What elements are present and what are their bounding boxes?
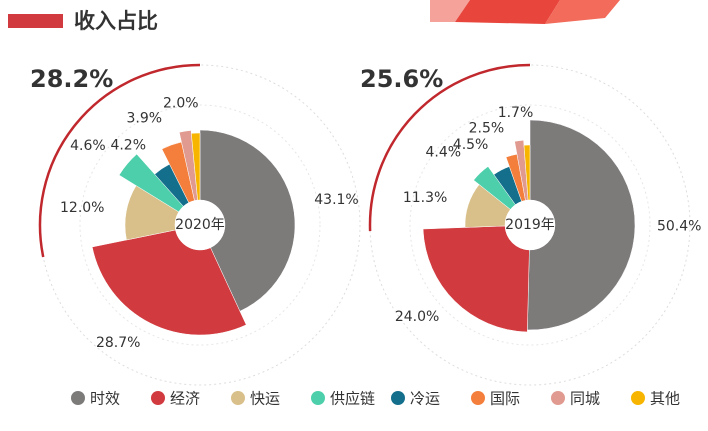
decoration [455, 0, 560, 24]
data-label: 12.0% [60, 200, 104, 216]
chart-title: 收入占比 [74, 9, 158, 33]
legend-label: 其他 [650, 390, 680, 408]
title-bar [8, 14, 63, 28]
legend-label: 冷运 [410, 390, 440, 408]
legend-label: 经济 [170, 390, 200, 408]
data-label: 4.2% [110, 138, 146, 154]
data-label: 2.0% [163, 96, 199, 112]
group-arc [368, 63, 531, 232]
decoration [430, 0, 470, 22]
legend-swatch [231, 391, 245, 405]
center-label: 2019年 [505, 217, 555, 233]
legend-swatch [551, 391, 565, 405]
legend-label: 同城 [570, 390, 600, 408]
data-label: 4.5% [453, 137, 489, 153]
center-hole [505, 200, 555, 250]
legend-label: 供应链 [330, 390, 375, 408]
data-label: 4.4% [426, 145, 462, 161]
data-label: 1.7% [498, 105, 534, 121]
group-label: 25.6% [360, 65, 443, 93]
data-label: 28.7% [96, 335, 140, 351]
decoration [545, 0, 620, 24]
group-arc [38, 63, 201, 258]
data-label: 50.4% [657, 219, 701, 235]
data-label: 11.3% [403, 190, 447, 206]
guide-circle [409, 104, 651, 346]
legend-swatch [71, 391, 85, 405]
guide-circle [39, 64, 361, 386]
legend-swatch [311, 391, 325, 405]
legend-swatch [151, 391, 165, 405]
center-hole [175, 200, 225, 250]
legend-swatch [391, 391, 405, 405]
legend-label: 国际 [490, 390, 520, 408]
guide-circle [79, 104, 321, 346]
data-label: 43.1% [314, 192, 358, 208]
data-label: 4.6% [70, 138, 106, 154]
guide-circle [369, 64, 691, 386]
legend-swatch [471, 391, 485, 405]
group-label: 28.2% [30, 65, 113, 93]
center-label: 2020年 [175, 217, 225, 233]
legend-label: 时效 [90, 390, 120, 408]
data-label: 3.9% [126, 111, 162, 127]
legend-label: 快运 [250, 390, 280, 408]
legend-swatch [631, 391, 645, 405]
data-label: 2.5% [469, 120, 505, 136]
data-label: 24.0% [395, 309, 439, 325]
